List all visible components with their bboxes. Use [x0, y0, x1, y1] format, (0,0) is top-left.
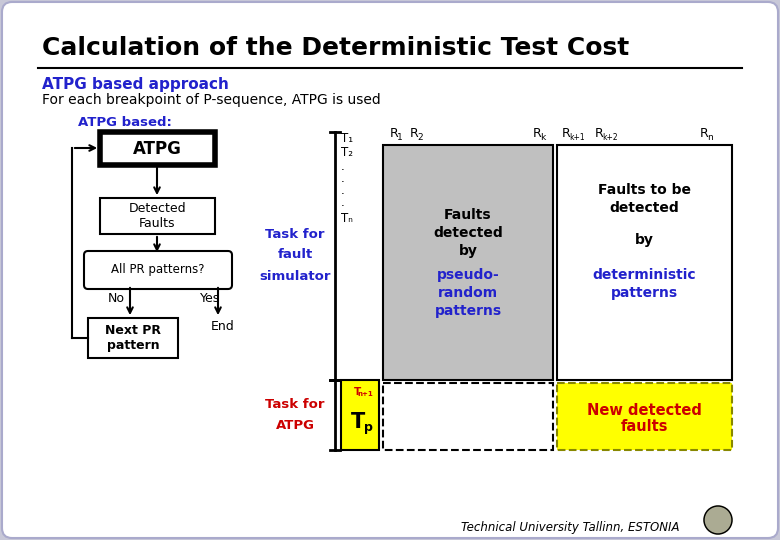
Text: .: .	[341, 159, 345, 172]
Text: Tₙ: Tₙ	[341, 212, 353, 225]
Text: k+2: k+2	[602, 133, 618, 142]
Text: random: random	[438, 286, 498, 300]
Text: 2: 2	[417, 133, 423, 142]
FancyBboxPatch shape	[383, 383, 553, 450]
Text: Yes: Yes	[200, 292, 220, 305]
FancyBboxPatch shape	[557, 145, 732, 380]
Text: R: R	[595, 127, 604, 140]
Text: k+1: k+1	[569, 133, 585, 142]
Text: .: .	[341, 172, 345, 185]
Text: T: T	[341, 382, 349, 392]
Text: n+1: n+1	[357, 391, 373, 397]
Text: R: R	[700, 127, 709, 140]
Text: ATPG based approach: ATPG based approach	[42, 78, 229, 92]
FancyBboxPatch shape	[84, 251, 232, 289]
Text: patterns: patterns	[434, 304, 502, 318]
Text: R: R	[533, 127, 542, 140]
Text: End: End	[211, 320, 235, 333]
Circle shape	[704, 506, 732, 534]
Text: patterns: patterns	[611, 286, 678, 300]
FancyBboxPatch shape	[557, 383, 732, 450]
Text: n: n	[707, 133, 713, 142]
FancyBboxPatch shape	[341, 380, 379, 450]
Text: T₂: T₂	[341, 145, 353, 159]
Text: For each breakpoint of P-sequence, ATPG is used: For each breakpoint of P-sequence, ATPG …	[42, 93, 381, 107]
Text: R: R	[410, 127, 419, 140]
Text: faults: faults	[621, 419, 668, 434]
FancyBboxPatch shape	[88, 318, 178, 358]
Text: ATPG: ATPG	[133, 139, 182, 158]
Text: deterministic: deterministic	[593, 268, 697, 282]
Text: All PR patterns?: All PR patterns?	[112, 264, 204, 276]
Text: Technical University Tallinn, ESTONIA: Technical University Tallinn, ESTONIA	[461, 522, 679, 535]
Text: R: R	[562, 127, 571, 140]
Text: Next PR
pattern: Next PR pattern	[105, 324, 161, 352]
Text: Detected
Faults: Detected Faults	[129, 202, 186, 230]
Text: k: k	[540, 133, 545, 142]
FancyBboxPatch shape	[100, 132, 215, 165]
Text: .: .	[341, 184, 345, 197]
Text: 1: 1	[397, 133, 402, 142]
Text: T: T	[353, 387, 360, 397]
FancyBboxPatch shape	[100, 198, 215, 234]
Text: ATPG based:: ATPG based:	[78, 116, 172, 129]
Text: R: R	[390, 127, 399, 140]
FancyBboxPatch shape	[383, 145, 553, 380]
Text: detected: detected	[433, 226, 503, 240]
Text: .: .	[341, 195, 345, 208]
Text: T₁: T₁	[341, 132, 353, 145]
Text: pseudo-: pseudo-	[437, 268, 499, 282]
Text: T: T	[351, 412, 365, 432]
Text: New detected: New detected	[587, 403, 702, 418]
Text: Task for
ATPG: Task for ATPG	[265, 398, 324, 432]
Text: detected: detected	[610, 201, 679, 215]
Text: No: No	[108, 292, 125, 305]
Text: p: p	[363, 422, 372, 435]
Text: Task for
fault
simulator: Task for fault simulator	[259, 227, 331, 282]
Text: Faults: Faults	[444, 208, 492, 222]
Text: Faults to be: Faults to be	[598, 183, 691, 197]
Text: by: by	[635, 233, 654, 247]
Text: by: by	[459, 244, 477, 258]
Text: Calculation of the Deterministic Test Cost: Calculation of the Deterministic Test Co…	[42, 36, 629, 60]
Text: n+1: n+1	[348, 385, 365, 394]
